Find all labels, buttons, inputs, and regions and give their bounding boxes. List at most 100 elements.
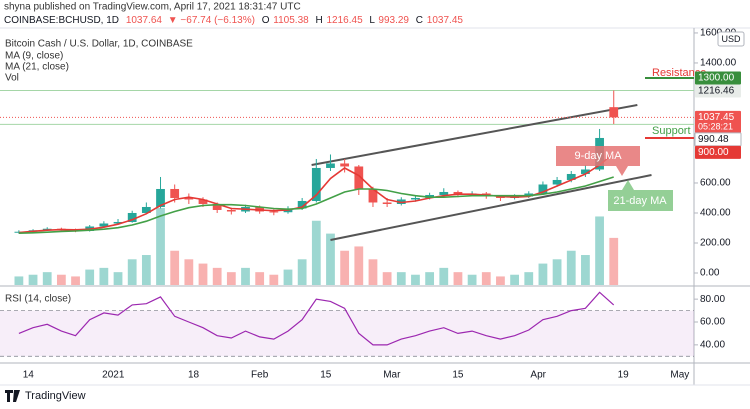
y-tick-label: 400.00 bbox=[700, 208, 731, 219]
y-tick-label: 0.00 bbox=[700, 268, 720, 279]
price-badge-label: 900.00 bbox=[698, 147, 729, 158]
candle-body bbox=[99, 223, 109, 227]
symbol: COINBASE:BCHUSD, 1D bbox=[4, 15, 119, 26]
ma9-callout: 9-day MA bbox=[556, 146, 640, 176]
candle-body bbox=[170, 188, 180, 198]
price-badge-label: 990.48 bbox=[698, 134, 729, 145]
y-tick-label: 40.00 bbox=[700, 339, 725, 350]
legend-ma9: MA (9, close) bbox=[5, 51, 63, 62]
volume-bar bbox=[552, 259, 562, 285]
candle-body bbox=[297, 200, 307, 209]
candle-body bbox=[141, 206, 151, 213]
candle-body bbox=[184, 197, 194, 200]
price-badge-label: 1300.00 bbox=[698, 73, 735, 84]
volume-bar bbox=[269, 274, 279, 285]
plot: 14 2021 18 Feb 15 Mar 15 Apr 19 May bbox=[0, 76, 694, 381]
volume-bar bbox=[453, 272, 463, 285]
volume-bar bbox=[14, 276, 24, 285]
x-tick-label: Feb bbox=[251, 370, 269, 381]
x-tick-label: 15 bbox=[320, 370, 332, 381]
callout-box bbox=[556, 146, 640, 176]
brand-name: TradingView bbox=[25, 390, 86, 402]
countdown: 05:28:21 bbox=[698, 122, 733, 132]
volume-bar bbox=[595, 216, 604, 285]
resistance-label: Resistance bbox=[652, 67, 706, 79]
x-tick-label: May bbox=[670, 370, 689, 381]
volume-bar bbox=[255, 272, 265, 285]
volume-bar bbox=[156, 207, 165, 285]
candle-body bbox=[368, 188, 378, 203]
volume-bar bbox=[241, 267, 250, 285]
candle-body bbox=[156, 188, 165, 207]
publisher: shyna published on TradingView.com, Apri… bbox=[4, 2, 301, 13]
volume-bar bbox=[226, 272, 236, 285]
y-tick-label: 1400.00 bbox=[700, 58, 737, 69]
legend-volume: Vol bbox=[5, 73, 19, 84]
rsi-line bbox=[18, 291, 615, 346]
price-axis: 0.00200.00400.00600.001400.001600.001300… bbox=[694, 28, 742, 350]
support-label: Support bbox=[652, 125, 691, 137]
candle-body bbox=[340, 163, 350, 167]
legend-ma21: MA (21, close) bbox=[5, 62, 69, 73]
volume-bar bbox=[396, 272, 406, 285]
x-tick-label: 18 bbox=[188, 370, 200, 381]
volume-bar bbox=[311, 220, 321, 285]
trendline bbox=[330, 174, 652, 241]
volume-bar bbox=[141, 255, 151, 285]
last-price: 1037.64 bbox=[126, 15, 163, 26]
volume-bar bbox=[184, 259, 194, 285]
volume-bar bbox=[297, 259, 307, 285]
ohlc-label: L bbox=[369, 15, 375, 26]
candle-body bbox=[226, 209, 236, 212]
volume-bar bbox=[566, 250, 576, 285]
price-badge bbox=[695, 110, 741, 133]
volume-bar bbox=[439, 267, 449, 285]
callout-box bbox=[608, 180, 673, 211]
candle-body bbox=[326, 163, 335, 168]
ohlc-label: C bbox=[416, 15, 423, 26]
volume-bar bbox=[481, 272, 491, 285]
price-badge-label: 1037.45 bbox=[698, 112, 735, 123]
volume-bar bbox=[56, 274, 66, 285]
volume-bar bbox=[510, 274, 519, 285]
candle-body bbox=[538, 184, 548, 194]
volume-bar bbox=[326, 233, 335, 285]
x-tick-label: 15 bbox=[452, 370, 464, 381]
x-tick-label: 2021 bbox=[102, 370, 125, 381]
price-badge-label: 1216.46 bbox=[698, 86, 735, 97]
candle-body bbox=[439, 191, 449, 195]
x-tick-label: Mar bbox=[383, 370, 401, 381]
volume-bar bbox=[170, 250, 180, 285]
volume-bar bbox=[368, 259, 378, 285]
volume-bar bbox=[467, 274, 477, 285]
price-pane bbox=[0, 89, 694, 285]
candle-body bbox=[566, 173, 576, 180]
candle-body bbox=[311, 167, 321, 201]
brand-logo bbox=[5, 390, 20, 402]
ohlc-label: O bbox=[262, 15, 270, 26]
volume-bar bbox=[609, 237, 619, 285]
symbol-line: COINBASE:BCHUSD, 1D 1037.64 ▼ −67.74 (−6… bbox=[4, 15, 463, 26]
candle-body bbox=[269, 211, 279, 213]
ohlc-value: 1216.45 bbox=[326, 15, 363, 26]
y-tick-label: 200.00 bbox=[700, 238, 731, 249]
volume-bar bbox=[198, 263, 208, 285]
callout-text: 9-day MA bbox=[574, 150, 622, 162]
currency-box bbox=[717, 31, 745, 47]
trendline bbox=[311, 103, 638, 166]
ohlc-label: H bbox=[315, 15, 322, 26]
candle-body bbox=[382, 202, 392, 204]
currency: USD bbox=[721, 34, 741, 44]
ohlc-value: 1105.38 bbox=[273, 15, 309, 26]
volume-bar bbox=[496, 276, 505, 285]
ohlc-value: 993.29 bbox=[378, 15, 409, 26]
price-badge bbox=[695, 84, 741, 98]
callout-text: 21-day MA bbox=[613, 195, 667, 207]
candle-body bbox=[113, 221, 123, 224]
volume-bar bbox=[382, 272, 392, 285]
volume-bar bbox=[212, 267, 222, 285]
volume-bar bbox=[42, 272, 52, 285]
price-badge bbox=[695, 145, 741, 159]
x-tick-label: 19 bbox=[618, 370, 630, 381]
